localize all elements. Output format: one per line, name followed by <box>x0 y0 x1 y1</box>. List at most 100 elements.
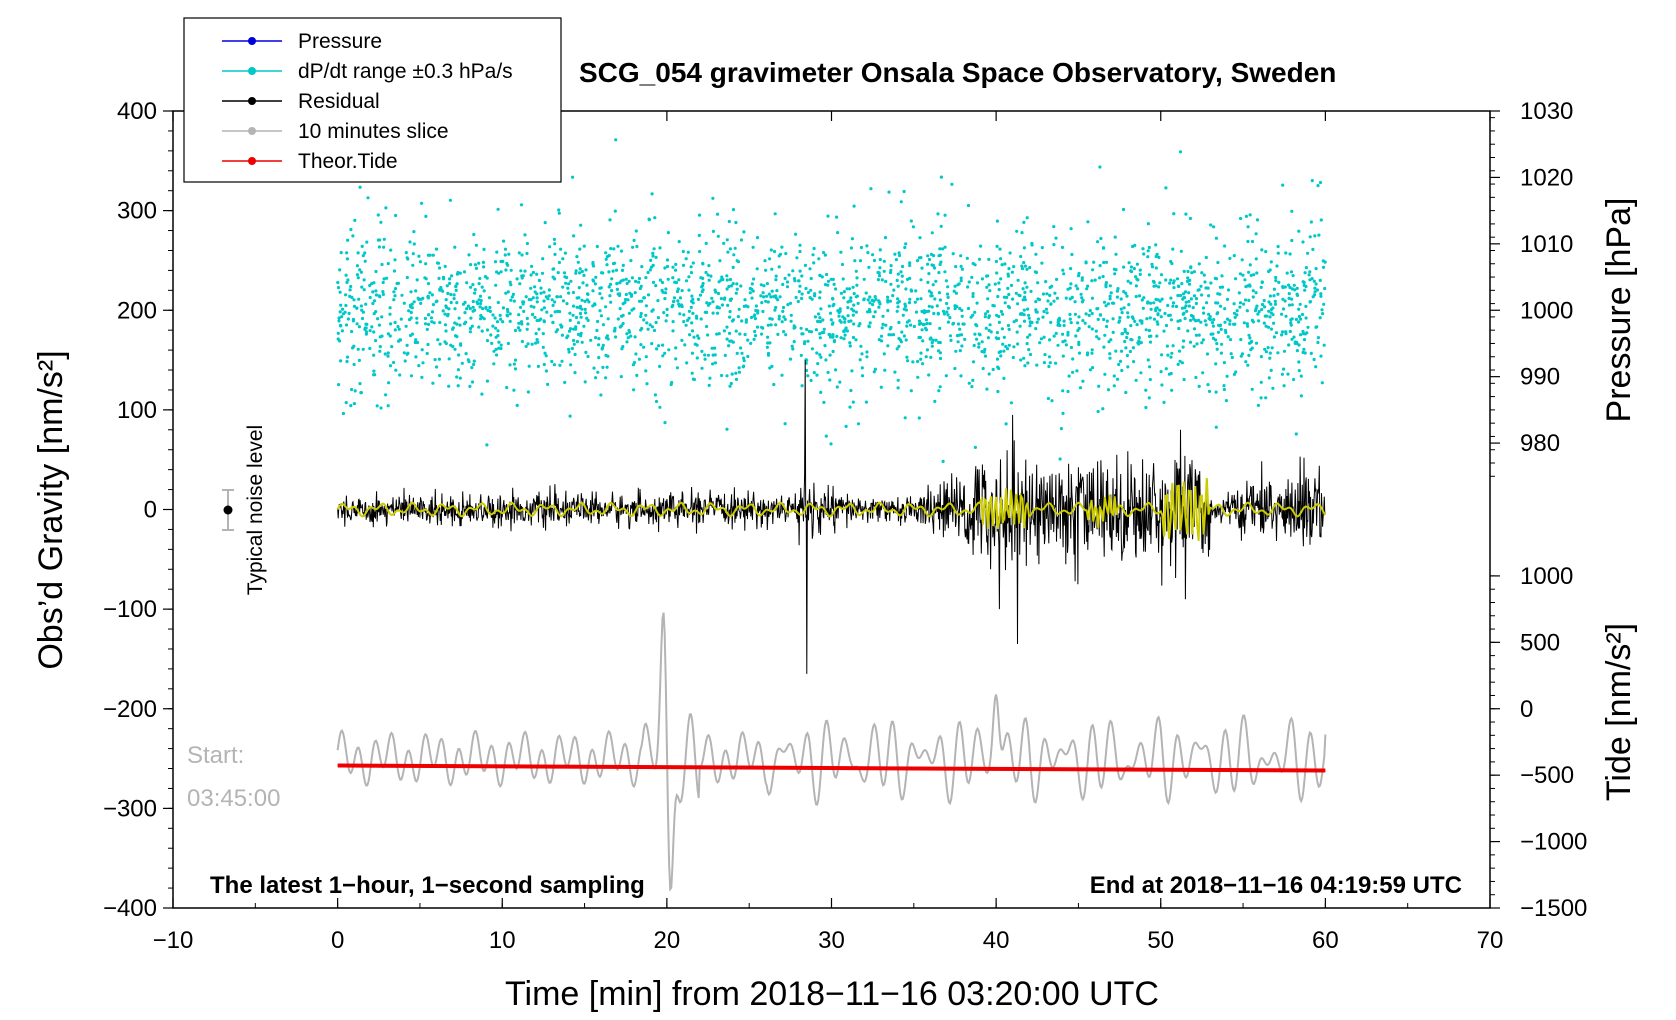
dpdt-point <box>526 322 530 326</box>
dpdt-point <box>781 305 786 310</box>
dpdt-point <box>854 338 858 342</box>
dpdt-point <box>1179 249 1183 253</box>
dpdt-point <box>635 373 639 377</box>
dpdt-point <box>680 338 684 342</box>
dpdt-point <box>356 347 360 351</box>
dpdt-point <box>471 309 475 313</box>
dpdt-point <box>977 342 981 346</box>
dpdt-point <box>708 301 712 306</box>
dpdt-point <box>834 368 838 372</box>
dpdt-point <box>436 338 440 342</box>
dpdt-point <box>1232 254 1236 258</box>
dpdt-point <box>1061 354 1065 358</box>
dpdt-point <box>851 400 855 404</box>
dpdt-point <box>725 374 729 378</box>
dpdt-point <box>1274 331 1279 335</box>
dpdt-point <box>608 294 612 298</box>
dpdt-point <box>1190 271 1194 275</box>
dpdt-point <box>695 356 699 360</box>
dpdt-point <box>737 366 741 370</box>
dpdt-point <box>828 333 832 337</box>
dpdt-point <box>1314 267 1318 271</box>
dpdt-point <box>1049 320 1053 324</box>
dpdt-point <box>1260 307 1264 312</box>
dpdt-point <box>1070 252 1074 257</box>
dpdt-point <box>1108 352 1112 356</box>
dpdt-point <box>336 280 340 285</box>
dpdt-point <box>765 294 769 298</box>
dpdt-point <box>1259 396 1263 400</box>
dpdt-point <box>1000 327 1005 331</box>
dpdt-point <box>499 270 503 274</box>
dpdt-point <box>609 247 613 251</box>
dpdt-point <box>740 319 744 323</box>
dpdt-point <box>584 268 588 272</box>
dpdt-point <box>725 278 729 282</box>
dpdt-point <box>1045 292 1049 296</box>
dpdt-point <box>1010 270 1015 274</box>
dpdt-point <box>931 283 935 287</box>
dpdt-point <box>799 326 803 330</box>
dpdt-point <box>932 311 936 316</box>
dpdt-point <box>937 271 941 275</box>
dpdt-point <box>731 208 736 212</box>
dpdt-point <box>930 344 934 348</box>
dpdt-point <box>535 338 539 342</box>
dpdt-point <box>869 187 873 191</box>
dpdt-point <box>1302 347 1306 351</box>
dpdt-point <box>1022 308 1026 312</box>
dpdt-point <box>409 290 413 294</box>
dpdt-point <box>1086 284 1090 288</box>
dpdt-point <box>610 289 614 293</box>
dpdt-point <box>900 274 904 278</box>
dpdt-point <box>999 257 1003 261</box>
dpdt-point <box>577 286 581 290</box>
dpdt-point <box>896 297 900 301</box>
dpdt-point <box>1225 317 1230 321</box>
dpdt-point <box>385 276 389 280</box>
dpdt-point <box>1182 377 1186 382</box>
dpdt-point <box>563 275 567 279</box>
dpdt-point <box>970 385 974 389</box>
dpdt-point <box>1001 312 1005 316</box>
dpdt-point <box>938 298 943 302</box>
footer-right: End at 2018−11−16 04:19:59 UTC <box>1090 872 1462 899</box>
dpdt-point <box>655 347 659 351</box>
dpdt-point <box>887 333 891 337</box>
dpdt-point <box>513 367 518 371</box>
dpdt-point <box>807 329 812 333</box>
dpdt-point <box>769 248 773 252</box>
dpdt-point <box>941 459 945 463</box>
dpdt-point <box>471 299 475 304</box>
x-tick-label: 50 <box>1147 927 1174 954</box>
dpdt-point <box>357 297 361 301</box>
dpdt-point <box>1098 313 1102 317</box>
dpdt-point <box>1102 246 1106 250</box>
dpdt-point <box>1147 273 1151 277</box>
dpdt-point <box>1018 294 1022 298</box>
dpdt-point <box>828 378 832 382</box>
dpdt-point <box>527 364 531 368</box>
dpdt-point <box>1225 297 1230 301</box>
dpdt-point <box>1099 236 1103 241</box>
dpdt-point <box>700 285 704 289</box>
dpdt-point <box>1146 300 1150 304</box>
dpdt-point <box>633 335 637 339</box>
dpdt-point <box>552 363 557 367</box>
dpdt-point <box>510 295 514 299</box>
dpdt-point <box>1113 272 1117 276</box>
dpdt-point <box>542 299 546 303</box>
dpdt-point <box>1077 315 1081 319</box>
dpdt-point <box>899 270 903 274</box>
dpdt-point <box>1252 273 1256 277</box>
dpdt-point <box>664 319 668 323</box>
dpdt-point <box>1298 302 1302 306</box>
dpdt-point <box>1078 386 1083 390</box>
dpdt-point <box>358 382 362 386</box>
dpdt-point <box>402 301 406 305</box>
dpdt-point <box>370 325 374 329</box>
dpdt-point <box>1287 283 1291 287</box>
dpdt-point <box>1171 344 1175 348</box>
dpdt-point <box>536 364 541 368</box>
dpdt-point <box>1322 343 1326 347</box>
